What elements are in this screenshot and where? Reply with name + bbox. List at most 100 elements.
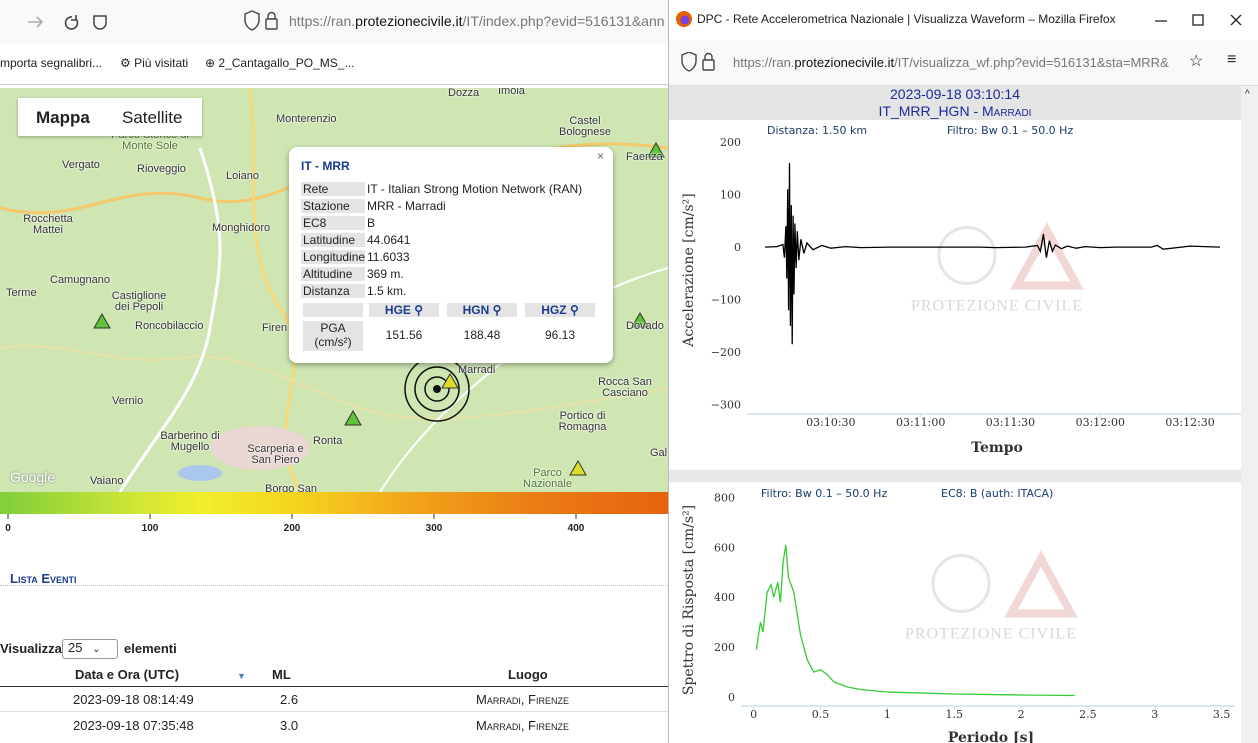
table-header[interactable]: Luogo (508, 667, 548, 682)
scale-tick-label: 100 (142, 523, 159, 534)
close-button[interactable]: × (597, 149, 604, 163)
map-type-tabs: Mappa Satellite (18, 98, 202, 136)
table-header[interactable]: ML (272, 667, 291, 682)
pga-header-text: HGZ (541, 303, 566, 317)
firefox-icon (675, 10, 693, 28)
section-title: Lista Eventi (10, 571, 77, 586)
divider (0, 585, 668, 586)
y-tick-label: 200 (720, 136, 741, 149)
select-value: 25 (68, 640, 82, 655)
popup-key: Distanza (301, 284, 365, 298)
bookmark-star[interactable]: ☆ (1189, 51, 1203, 71)
pga-header[interactable]: HGZ ⚲ (525, 303, 595, 317)
station-place: Marradi (982, 103, 1031, 119)
popup-value: 44.0641 (367, 233, 410, 247)
x-tick-label: 2.5 (1079, 708, 1097, 721)
place-label: Parco Nazionale (520, 468, 575, 490)
y-axis-title: Accelerazione [cm/s²] (681, 193, 697, 347)
table-header[interactable]: Data e Ora (UTC) (75, 667, 179, 682)
url-bar: https://ran.protezionecivile.it/IT/visua… (669, 40, 1258, 86)
security-icons (679, 52, 719, 74)
data-line (756, 545, 1074, 696)
pga-header-text: HGE (385, 303, 411, 317)
y-tick-label: −200 (711, 346, 741, 359)
x-axis-title: Periodo [s] (948, 730, 1034, 743)
popup-title: IT - MRR (301, 159, 350, 173)
y-tick-label: 0 (728, 691, 735, 704)
sort-icon: ▼ (237, 671, 246, 681)
scale-tick-label: 300 (426, 523, 443, 534)
place-label: Scarperia e San Piero (243, 444, 308, 466)
place-label: Firen (262, 323, 287, 334)
window-controls[interactable] (1147, 8, 1257, 32)
y-tick-label: −300 (711, 399, 741, 412)
place-label: Camugnano (50, 275, 110, 286)
y-tick-label: 200 (714, 641, 735, 654)
popup-key: EC8 (301, 216, 365, 230)
menu-button[interactable]: ≡ (1227, 51, 1236, 69)
security-icons (242, 10, 282, 34)
popup-value: 1.5 km. (367, 284, 406, 298)
y-axis-title: Spettro di Risposta [cm/s²] (681, 505, 697, 695)
page-size-select[interactable]: 25 ⌄ (62, 639, 118, 659)
y-tick-label: 800 (714, 491, 735, 504)
table-cell: Marradi, Firenze (476, 718, 569, 733)
elements-label: elementi (124, 641, 177, 656)
watermark-emblem (939, 228, 995, 284)
station-code: IT_MRR_HGN - (879, 103, 982, 119)
tab[interactable]: Mappa (36, 108, 90, 128)
popup-value: 11.6033 (367, 250, 410, 264)
y-tick-label: −100 (711, 294, 741, 307)
url[interactable]: https://ran.protezionecivile.it/IT/index… (289, 13, 665, 29)
popup-key: Stazione (301, 199, 365, 213)
url-path: /IT/visualizza_wf.php?evid=516131&sta=MR… (894, 55, 1169, 70)
place-label: Rocchetta Mattei (18, 214, 78, 236)
popup-value: IT - Italian Strong Motion Network (RAN) (367, 182, 582, 196)
x-tick-label: 03:12:00 (1076, 416, 1125, 429)
scroll-arrow: ^ (1245, 89, 1250, 100)
pga-header[interactable]: HGN ⚲ (447, 303, 517, 317)
place-label: Gal (650, 448, 667, 459)
bookmark[interactable]: mporta segnalibri... (0, 56, 102, 70)
place-label: Castiglione dei Pepoli (104, 291, 174, 313)
url[interactable]: https://ran.protezionecivile.it/IT/visua… (733, 55, 1185, 70)
url-domain: protezionecivile.it (355, 13, 462, 29)
annotation: Filtro: Bw 0.1 – 50.0 Hz (761, 487, 887, 500)
waveform-header: 2023-09-18 03:10:14 IT_MRR_HGN - Marradi (669, 86, 1241, 120)
x-tick-label: 1.5 (945, 708, 963, 721)
nav-icons (0, 8, 120, 36)
place-label: Monterenzio (276, 114, 337, 125)
page: Screenshot html,body{margin:0;padding:0;… (0, 0, 1258, 743)
url-domain: protezionecivile.it (794, 55, 894, 70)
pga-corner (303, 303, 363, 317)
pga-value: 151.56 (369, 328, 439, 342)
place-label: Dovado (626, 321, 664, 332)
bookmark[interactable]: ⊕ 2_Cantagallo_PO_MS_... (205, 56, 354, 70)
pga-value: 96.13 (525, 328, 595, 342)
popup-value: B (367, 216, 375, 230)
popup-value: 369 m. (367, 267, 404, 281)
watermark: PROTEZIONE CIVILE (911, 298, 1083, 315)
screen: { "left_window":{ "url_prefix":"https://… (0, 0, 1258, 743)
tab[interactable]: Satellite (122, 108, 182, 128)
place-label: Vergato (62, 160, 100, 171)
color-scale-axis: 0100200300400 (0, 514, 668, 540)
bookmark-label: Più visitati (134, 56, 188, 70)
bookmarks-bar: mporta segnalibri... ⚙ Più visitati ⊕ 2_… (0, 44, 668, 85)
bookmark-label: 2_Cantagallo_PO_MS_... (218, 56, 354, 70)
popup-key: Longitudine (301, 250, 365, 264)
pga-header[interactable]: HGE ⚲ (369, 303, 439, 317)
x-tick-label: 03:11:30 (986, 416, 1035, 429)
annotation: Filtro: Bw 0.1 – 50.0 Hz (947, 124, 1073, 137)
place-label: Portico di Romagna (550, 411, 615, 433)
color-scale (0, 492, 668, 514)
event-datetime: 2023-09-18 03:10:14 (669, 86, 1241, 103)
scrollbar[interactable]: ^ (1241, 86, 1258, 743)
place-label: Monghidoro (212, 223, 270, 234)
pga-value: 188.48 (447, 328, 517, 342)
popup-key: Altitudine (301, 267, 365, 281)
place-label: Loiano (226, 171, 259, 182)
bookmark[interactable]: ⚙ Più visitati (120, 56, 188, 70)
place-label: Rocca San Casciano (590, 377, 660, 399)
charts: PROTEZIONE CIVILE2001000−100−200−30003:1… (669, 120, 1241, 743)
